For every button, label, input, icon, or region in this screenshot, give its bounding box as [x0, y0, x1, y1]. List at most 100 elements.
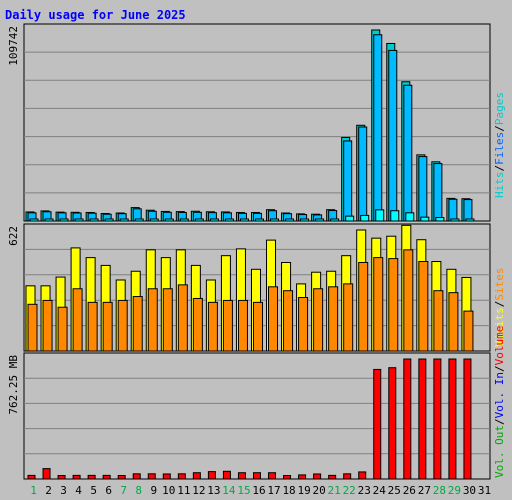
bar-volume-day-26: [403, 358, 412, 480]
bar-pages-day-2: [44, 218, 54, 222]
bar-pages-day-23: [360, 214, 370, 222]
bar-volume-day-2: [42, 468, 51, 480]
bar-volume-day-25: [388, 367, 397, 480]
legend-separator: /: [493, 301, 506, 308]
bar-pages-day-15: [239, 218, 249, 222]
x-tick-label-day-21: 21: [328, 484, 341, 497]
legend-item-sites: Sites: [493, 268, 506, 301]
bar-volume-day-5: [87, 474, 96, 480]
bar-pages-day-29: [450, 218, 460, 222]
bar-sites-day-13: [207, 301, 218, 352]
bar-sites-day-20: [313, 288, 324, 352]
bar-sites-day-1: [27, 303, 38, 352]
bar-sites-day-24: [373, 257, 384, 352]
bar-volume-day-19: [298, 474, 307, 480]
bar-pages-day-11: [179, 218, 189, 222]
x-tick-label-day-3: 3: [60, 484, 67, 497]
bar-pages-day-24: [375, 209, 385, 222]
bar-sites-day-11: [177, 284, 188, 352]
legend-hits-pages-files: Hits/Files/Pages: [493, 92, 506, 198]
bar-files-day-23: [358, 126, 368, 222]
x-tick-label-day-6: 6: [105, 484, 112, 497]
x-tick-label-day-10: 10: [162, 484, 175, 497]
bar-sites-day-14: [222, 299, 233, 352]
x-tick-label-day-17: 17: [267, 484, 280, 497]
bar-sites-day-16: [252, 301, 263, 352]
legend-item-visits: Visits: [493, 307, 506, 347]
bar-volume-day-22: [343, 473, 352, 480]
bar-volume-day-13: [207, 471, 216, 480]
x-tick-label-day-23: 23: [358, 484, 371, 497]
x-tick-label-day-27: 27: [418, 484, 431, 497]
x-tick-label-day-1: 1: [30, 484, 37, 497]
bar-sites-day-15: [237, 299, 248, 352]
bar-pages-day-28: [435, 217, 445, 222]
bar-files-day-30: [463, 199, 473, 222]
bar-volume-day-11: [177, 473, 186, 480]
bar-sites-day-19: [298, 297, 309, 352]
bar-files-day-28: [433, 163, 443, 222]
legend-visits-sites: Visits/Sites: [493, 268, 506, 348]
x-tick-label-day-15: 15: [237, 484, 250, 497]
y-max-label: 622: [7, 226, 20, 246]
bar-pages-day-20: [315, 218, 325, 222]
bar-pages-day-1: [29, 218, 39, 222]
bar-volume-day-23: [358, 471, 367, 480]
bar-pages-day-26: [405, 212, 415, 222]
bar-pages-day-9: [149, 218, 159, 222]
x-tick-label-day-14: 14: [222, 484, 236, 497]
legend-item-files: Files: [493, 132, 506, 165]
legend-item-pages: Pages: [493, 92, 506, 125]
y-max-label: 109742: [7, 26, 20, 66]
legend-item-hits: Hits: [493, 172, 506, 199]
bar-volume-day-4: [72, 474, 81, 480]
bar-pages-day-30: [465, 218, 475, 222]
bar-volume-day-12: [192, 472, 201, 480]
bar-pages-day-22: [345, 215, 355, 222]
bar-sites-day-27: [418, 261, 429, 352]
bar-volume-day-1: [27, 474, 36, 480]
bar-files-day-27: [418, 156, 428, 222]
x-tick-label-day-19: 19: [297, 484, 310, 497]
bar-pages-day-16: [254, 218, 264, 222]
x-tick-label-day-22: 22: [343, 484, 356, 497]
bar-pages-day-10: [164, 218, 174, 222]
bar-sites-day-9: [147, 288, 158, 352]
bar-volume-day-24: [373, 368, 382, 480]
bar-pages-day-27: [420, 216, 430, 222]
legend-item-volume: Volume: [493, 326, 506, 366]
bar-files-day-29: [448, 198, 458, 222]
bar-pages-day-18: [285, 218, 295, 222]
x-tick-label-day-25: 25: [388, 484, 401, 497]
bar-volume-day-30: [463, 358, 472, 480]
x-tick-label-day-20: 20: [313, 484, 326, 497]
bar-volume-day-6: [102, 474, 111, 480]
chart-title: Daily usage for June 2025: [5, 8, 186, 22]
bar-pages-day-4: [74, 218, 84, 222]
bar-sites-day-4: [72, 288, 83, 352]
bar-files-day-25: [388, 49, 398, 222]
bar-volume-day-10: [162, 473, 171, 480]
bar-volume-day-20: [313, 473, 322, 480]
x-tick-label-day-9: 9: [150, 484, 157, 497]
x-tick-label-day-16: 16: [252, 484, 265, 497]
y-max-label: 762.25 MB: [7, 355, 20, 415]
bar-sites-day-10: [162, 288, 173, 352]
bar-pages-day-17: [270, 218, 280, 222]
legend-volume: Vol. Out/Vol. In/Volume: [493, 326, 506, 478]
x-tick-label-day-4: 4: [75, 484, 82, 497]
bar-sites-day-22: [343, 283, 354, 352]
x-tick-label-day-28: 28: [433, 484, 446, 497]
bar-volume-day-15: [237, 472, 246, 480]
bar-volume-day-3: [57, 475, 66, 480]
bar-volume-day-9: [147, 473, 156, 480]
bar-pages-day-19: [300, 218, 310, 222]
bar-sites-day-29: [448, 292, 459, 352]
x-tick-label-day-5: 5: [90, 484, 97, 497]
legend-separator: /: [493, 365, 506, 372]
bar-sites-day-26: [403, 249, 414, 352]
bar-sites-day-2: [42, 299, 53, 352]
bar-volume-day-21: [328, 474, 337, 480]
bar-pages-day-21: [330, 218, 340, 222]
